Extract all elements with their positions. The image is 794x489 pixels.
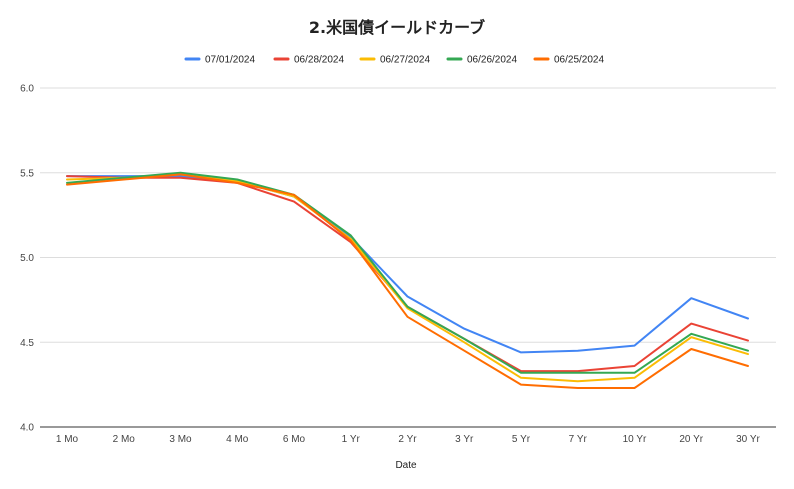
legend-item-06-25-2024[interactable]: 06/25/2024 [533, 55, 604, 66]
x-tick-label: 1 Yr [342, 434, 361, 445]
legend-item-07-01-2024[interactable]: 07/01/2024 [184, 55, 255, 66]
x-tick-label: 3 Yr [455, 434, 474, 445]
x-tick-label: 4 Mo [226, 434, 249, 445]
gridlines [40, 87, 776, 428]
x-tick-label: 6 Mo [283, 434, 306, 445]
y-tick-label: 4.5 [20, 338, 34, 349]
x-tick-label: 7 Yr [569, 434, 588, 445]
x-tick-label: 3 Mo [169, 434, 192, 445]
x-axis-label: Date [395, 460, 417, 471]
x-tick-label: 2 Mo [113, 434, 136, 445]
y-tick-label: 5.5 [20, 168, 34, 179]
x-tick-label: 5 Yr [512, 434, 531, 445]
x-axis-ticks: 1 Mo 2 Mo 3 Mo 4 Mo 6 Mo 1 Yr 2 Yr 3 Yr 5 Yr 7 Yr… [56, 434, 761, 445]
legend-label: 06/25/2024 [554, 55, 604, 66]
x-tick-label: 20 Yr [679, 434, 703, 445]
legend-label: 06/26/2024 [467, 55, 517, 66]
chart-title: 2.米国債イールドカーブ [309, 18, 485, 37]
x-tick-label: 10 Yr [623, 434, 647, 445]
legend-item-06-26-2024[interactable]: 06/26/2024 [446, 55, 517, 66]
legend-item-06-28-2024[interactable]: 06/28/2024 [273, 55, 344, 66]
y-tick-label: 4.0 [20, 423, 34, 434]
legend-label: 06/28/2024 [294, 55, 344, 66]
x-tick-label: 2 Yr [398, 434, 417, 445]
x-tick-label: 30 Yr [736, 434, 760, 445]
series-line-06-26-2024 [66, 171, 749, 374]
y-tick-label: 5.0 [20, 253, 34, 264]
series-lines [66, 171, 749, 389]
legend-label: 06/27/2024 [380, 55, 430, 66]
series-line-06-27-2024 [66, 173, 749, 383]
legend-item-06-27-2024[interactable]: 06/27/2024 [359, 55, 430, 66]
y-axis-ticks: 4.0 4.5 5.0 5.5 6.0 [20, 84, 34, 434]
series-line-06-25-2024 [66, 173, 749, 389]
series-line-07-01-2024 [66, 175, 749, 354]
y-tick-label: 6.0 [20, 84, 34, 95]
legend-label: 07/01/2024 [205, 55, 255, 66]
x-tick-label: 1 Mo [56, 434, 79, 445]
chart-legend: 07/01/2024 06/28/2024 06/27/2024 06/26/2024… [184, 55, 604, 66]
